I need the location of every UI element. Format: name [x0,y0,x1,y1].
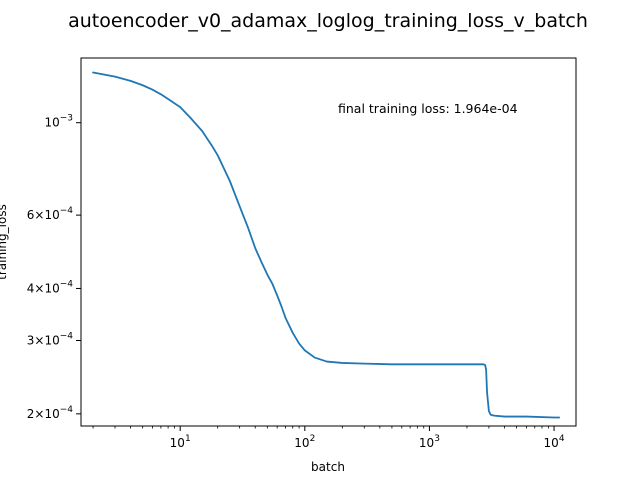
y-tick-label: 3×10−4 [27,331,74,347]
plot-area [80,57,577,427]
chart-title: autoencoder_v0_adamax_loglog_training_lo… [68,10,588,32]
x-tick-label: 102 [294,434,315,450]
final-loss-annotation: final training loss: 1.964e-04 [338,101,518,116]
x-axis: 101 102 103 104 [92,426,565,450]
y-tick-label: 6×10−4 [27,206,74,222]
series-line-training-loss [92,71,561,419]
y-axis-label: training_loss [0,204,9,280]
plot-frame [80,57,577,427]
y-tick-label: 4×10−4 [27,279,74,295]
y-axis: 10−3 6×10−4 4×10−4 3×10−4 2×10−4 [27,114,81,421]
x-tick-label: 104 [544,434,565,450]
x-tick-label: 101 [170,434,191,450]
y-tick-label: 10−3 [44,114,73,130]
y-tick-label: 2×10−4 [27,405,74,421]
x-tick-label: 103 [419,434,440,450]
x-axis-label: batch [311,460,345,474]
